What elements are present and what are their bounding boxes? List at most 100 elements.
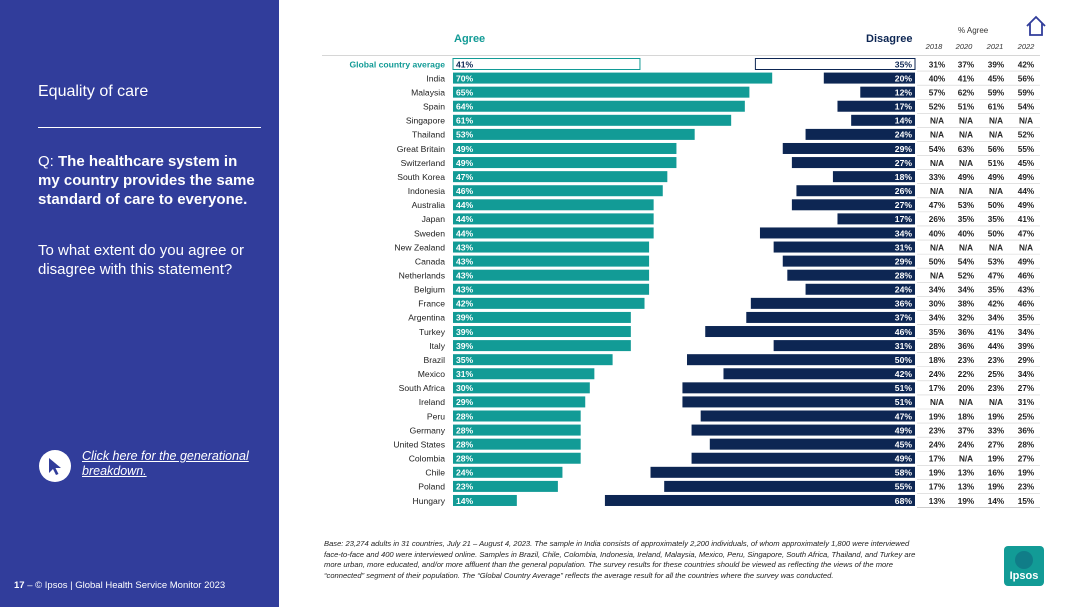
history-2021-thailand: N/A bbox=[989, 131, 1003, 140]
disagree-bar-hungary bbox=[604, 494, 915, 506]
history-2021-belgium: 35% bbox=[988, 286, 1005, 295]
history-2018-brazil: 18% bbox=[929, 356, 946, 365]
disagree-bar-sweden bbox=[759, 227, 915, 239]
logo-text: Ipsos bbox=[1010, 570, 1039, 582]
category-label-hungary: Hungary bbox=[413, 496, 446, 506]
agree-value-belgium: 43% bbox=[456, 285, 474, 295]
history-2022-singapore: N/A bbox=[1019, 117, 1033, 126]
category-label-global-country-average: Global country average bbox=[349, 59, 445, 69]
history-2021-italy: 44% bbox=[988, 342, 1005, 351]
agree-value-ireland: 29% bbox=[456, 397, 474, 407]
agree-value-singapore: 61% bbox=[456, 116, 474, 126]
history-2018-turkey: 35% bbox=[929, 328, 946, 337]
history-2021-colombia: 19% bbox=[988, 455, 1005, 464]
disagree-value-germany: 49% bbox=[895, 425, 913, 435]
disagree-bar-switzerland bbox=[791, 157, 915, 169]
category-label-south-korea: South Korea bbox=[397, 172, 445, 182]
disagree-value-indonesia: 26% bbox=[895, 186, 913, 196]
history-2022-great-britain: 55% bbox=[1018, 145, 1035, 154]
page-title: Equality of care bbox=[38, 83, 149, 100]
cursor-click-icon[interactable] bbox=[39, 450, 71, 482]
history-2020-chile: 13% bbox=[958, 469, 975, 478]
ipsos-logo: Ipsos bbox=[1004, 546, 1044, 586]
history-2020-germany: 37% bbox=[958, 426, 975, 435]
history-2022-italy: 39% bbox=[1018, 342, 1035, 351]
history-2022-canada: 49% bbox=[1018, 257, 1035, 266]
disagree-value-france: 36% bbox=[895, 299, 913, 309]
history-2018-indonesia: N/A bbox=[930, 187, 944, 196]
category-label-indonesia: Indonesia bbox=[408, 186, 445, 196]
disagree-bar-australia bbox=[791, 199, 915, 211]
disagree-header: Disagree bbox=[866, 33, 913, 45]
year-header-2022: 2022 bbox=[1017, 42, 1035, 51]
disagree-bar-peru bbox=[700, 410, 915, 422]
history-2018-australia: 47% bbox=[929, 201, 946, 210]
history-2018-new-zealand: N/A bbox=[930, 243, 944, 252]
history-2020-argentina: 32% bbox=[958, 314, 975, 323]
footer: 17 – © Ipsos | Global Health Service Mon… bbox=[14, 580, 225, 591]
agree-bar-australia bbox=[453, 199, 654, 211]
disagree-bar-brazil bbox=[687, 354, 915, 366]
history-2021-south-africa: 23% bbox=[988, 384, 1005, 393]
history-2020-brazil: 23% bbox=[958, 356, 975, 365]
disagree-value-mexico: 42% bbox=[895, 369, 913, 379]
history-2020-belgium: 34% bbox=[958, 286, 975, 295]
history-2018-italy: 28% bbox=[929, 342, 946, 351]
agree-value-indonesia: 46% bbox=[456, 186, 474, 196]
disagree-value-united-states: 45% bbox=[895, 439, 913, 449]
history-2021-switzerland: 51% bbox=[988, 159, 1005, 168]
category-label-sweden: Sweden bbox=[414, 228, 445, 238]
disagree-bar-ireland bbox=[682, 396, 915, 408]
disagree-bar-malaysia bbox=[860, 86, 915, 98]
disagree-bar-chile bbox=[650, 466, 915, 478]
disagree-value-switzerland: 27% bbox=[895, 158, 913, 168]
agree-value-hungary: 14% bbox=[456, 496, 474, 506]
disagree-bar-thailand bbox=[805, 128, 915, 140]
history-2021-australia: 50% bbox=[988, 201, 1005, 210]
history-2018-india: 40% bbox=[929, 74, 946, 83]
agree-value-france: 42% bbox=[456, 299, 474, 309]
category-label-germany: Germany bbox=[410, 425, 446, 435]
disagree-bar-singapore bbox=[851, 114, 915, 126]
history-2021-germany: 33% bbox=[988, 426, 1005, 435]
history-2021-canada: 53% bbox=[988, 257, 1005, 266]
history-2018-peru: 19% bbox=[929, 412, 946, 421]
disagree-bar-global-country-average bbox=[754, 58, 916, 70]
disagree-bar-mexico bbox=[723, 368, 915, 380]
question-statement: The healthcare system in my country prov… bbox=[38, 153, 255, 208]
category-label-turkey: Turkey bbox=[419, 327, 446, 337]
history-2022-france: 46% bbox=[1018, 300, 1035, 309]
agree-bar-switzerland bbox=[453, 157, 677, 169]
history-2021-singapore: N/A bbox=[989, 117, 1003, 126]
history-2022-indonesia: 44% bbox=[1018, 187, 1035, 196]
agree-value-chile: 24% bbox=[456, 468, 474, 478]
category-label-switzerland: Switzerland bbox=[401, 158, 446, 168]
category-label-france: France bbox=[418, 299, 445, 309]
history-2021-spain: 61% bbox=[988, 103, 1005, 112]
history-2022-global-country-average: 42% bbox=[1018, 60, 1035, 69]
agree-value-great-britain: 49% bbox=[456, 144, 474, 154]
agree-disagree-chart: Global country average 41% 35% 31% 37% 39% 42%… bbox=[322, 55, 1040, 508]
disagree-bar-great-britain bbox=[782, 142, 915, 154]
history-2020-france: 38% bbox=[958, 300, 975, 309]
agree-bar-france bbox=[453, 297, 645, 309]
history-2020-new-zealand: N/A bbox=[959, 243, 973, 252]
disagree-bar-south-africa bbox=[682, 382, 915, 394]
disagree-value-singapore: 14% bbox=[895, 116, 913, 126]
disagree-value-new-zealand: 31% bbox=[895, 242, 913, 252]
generational-breakdown-link[interactable]: Click here for the generational breakdow… bbox=[82, 449, 249, 478]
category-label-new-zealand: New Zealand bbox=[394, 242, 445, 252]
history-2021-chile: 16% bbox=[988, 469, 1005, 478]
agree-bar-brazil bbox=[453, 354, 613, 366]
category-label-thailand: Thailand bbox=[412, 130, 445, 140]
agree-bar-new-zealand bbox=[453, 241, 650, 253]
history-2020-italy: 36% bbox=[958, 342, 975, 351]
history-2020-canada: 54% bbox=[958, 257, 975, 266]
history-2022-japan: 41% bbox=[1018, 215, 1035, 224]
history-2021-france: 42% bbox=[988, 300, 1005, 309]
agree-bar-chile bbox=[453, 466, 563, 478]
agree-value-malaysia: 65% bbox=[456, 87, 474, 97]
category-label-india: India bbox=[426, 73, 445, 83]
history-2021-peru: 19% bbox=[988, 412, 1005, 421]
home-icon[interactable] bbox=[1025, 15, 1047, 42]
